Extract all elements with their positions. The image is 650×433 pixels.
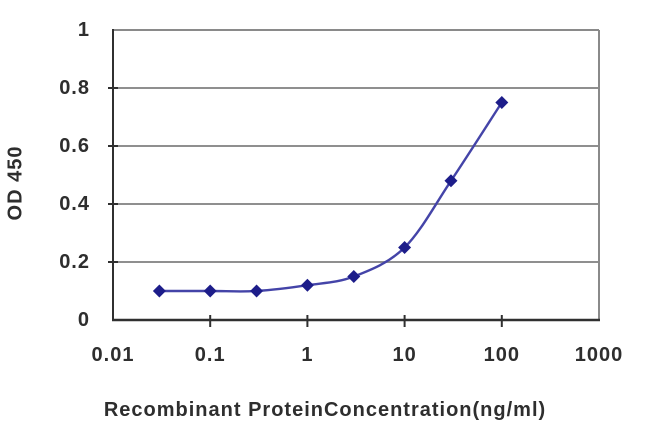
data-point-marker (444, 174, 458, 188)
y-tick-label: 0.2 (59, 251, 90, 273)
y-tick-label: 0.8 (59, 77, 90, 99)
data-point-marker (250, 284, 264, 298)
x-tick-label: 10 (392, 344, 417, 366)
y-tick-label: 0.6 (59, 135, 90, 157)
data-point-marker (152, 284, 166, 298)
x-tick-label: 0.1 (194, 344, 226, 366)
x-tick-label: 0.01 (91, 344, 135, 366)
y-tick-label: 0 (77, 309, 90, 331)
y-tick-label: 0.4 (59, 193, 90, 215)
x-axis-title: Recombinant ProteinConcentration(ng/ml) (103, 399, 547, 421)
y-tick-label: 1 (77, 19, 90, 41)
data-point-marker (398, 241, 412, 254)
data-point-marker (300, 278, 314, 292)
data-point-marker (495, 96, 509, 109)
x-tick-label: 1 (301, 344, 314, 366)
y-axis-title: OD 450 (4, 145, 27, 221)
data-point-marker (203, 284, 217, 298)
data-point-marker (347, 270, 361, 283)
x-tick-label: 100 (483, 344, 520, 366)
x-tick-label: 1000 (574, 344, 624, 366)
series-line (159, 101, 503, 293)
